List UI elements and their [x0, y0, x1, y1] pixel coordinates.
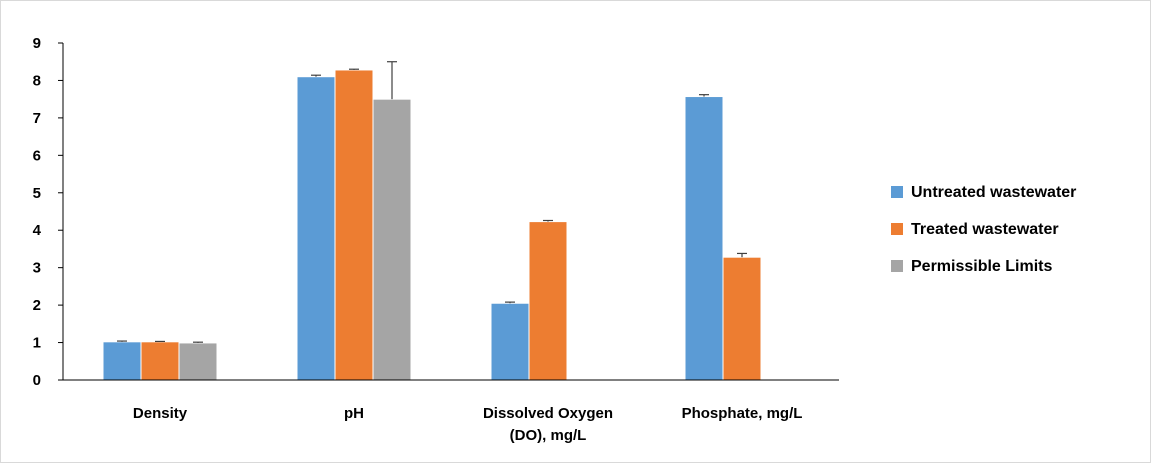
y-tick-label: 4: [33, 222, 42, 239]
bar-untreated-wastewater-0: [103, 342, 141, 380]
y-tick-label: 1: [33, 335, 41, 352]
x-category-label-line: Phosphate, mg/L: [682, 405, 803, 422]
y-tick-label: 2: [33, 297, 41, 314]
legend-label: Permissible Limits: [911, 258, 1052, 275]
y-tick-label: 5: [33, 185, 41, 202]
bar-treated-wastewater-3: [723, 257, 761, 380]
bar-untreated-wastewater-3: [685, 97, 723, 380]
y-tick-label: 6: [33, 147, 41, 164]
bars: [103, 62, 761, 380]
legend-item: Untreated wastewater: [891, 184, 1076, 201]
x-category-label-line: pH: [344, 405, 364, 422]
error-bar: [387, 62, 397, 99]
x-category-label: Phosphate, mg/L: [682, 405, 803, 422]
y-tick-label: 0: [33, 372, 41, 389]
y-tick-label: 3: [33, 260, 41, 277]
x-category-label: Dissolved Oxygen (DO), mg/L: [483, 405, 613, 444]
legend-swatch: [891, 223, 903, 235]
bar-permissible-limits-1: [373, 99, 411, 380]
x-category-label: Density: [133, 405, 188, 422]
bar-permissible-limits-0: [179, 343, 217, 380]
bar-treated-wastewater-1: [335, 70, 373, 380]
legend-swatch: [891, 186, 903, 198]
y-tick-label: 8: [33, 72, 41, 89]
legend-item: Permissible Limits: [891, 258, 1052, 275]
bar-untreated-wastewater-1: [297, 77, 335, 380]
y-tick-label: 7: [33, 110, 41, 127]
y-axis: 0 1 2 3 4 5 6 7 8 9: [33, 35, 63, 389]
bar-treated-wastewater-2: [529, 222, 567, 380]
bar-treated-wastewater-0: [141, 342, 179, 380]
error-bar: [737, 253, 747, 257]
x-category-label-line: Density: [133, 405, 188, 422]
legend-label: Treated wastewater: [911, 221, 1059, 238]
bar-untreated-wastewater-2: [491, 303, 529, 380]
legend-item: Treated wastewater: [891, 221, 1059, 238]
legend-label: Untreated wastewater: [911, 184, 1076, 201]
x-category-label-line: Dissolved Oxygen: [483, 405, 613, 422]
x-category-label: pH: [344, 405, 364, 422]
legend-swatch: [891, 260, 903, 272]
legend: Untreated wastewater Treated wastewater Pe…: [891, 184, 1076, 275]
y-tick-label: 9: [33, 35, 41, 52]
x-category-label-line: (DO), mg/L: [510, 427, 587, 444]
x-axis: Density pH Dissolved Oxygen (DO), mg/L Phosp…: [63, 380, 839, 444]
